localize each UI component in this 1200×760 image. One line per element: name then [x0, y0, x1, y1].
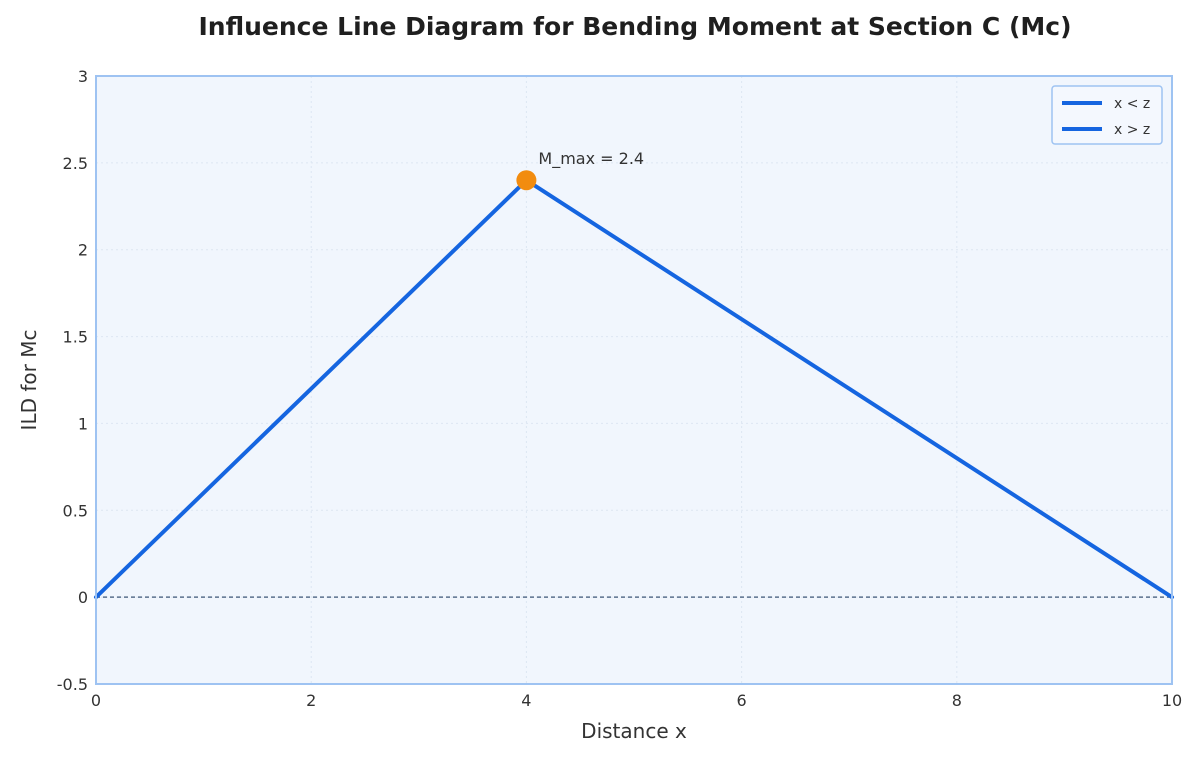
x-axis-label: Distance x — [581, 719, 687, 743]
x-tick-label: 8 — [952, 691, 962, 710]
legend-label: x > z — [1114, 122, 1150, 138]
series-group — [94, 170, 1174, 600]
series-line-1 — [94, 178, 529, 600]
y-tick-label: 0 — [78, 588, 88, 607]
y-tick-label: 1.5 — [63, 328, 88, 347]
x-tick-label: 4 — [521, 691, 531, 710]
y-tick-label: 1 — [78, 414, 88, 433]
x-tick-label: 6 — [737, 691, 747, 710]
plot-frame — [95, 75, 1173, 685]
series-line-2 — [524, 178, 1174, 600]
y-axis-label: ILD for Mc — [17, 330, 41, 431]
plot-area — [96, 76, 1172, 684]
chart-title: Influence Line Diagram for Bending Momen… — [198, 12, 1072, 41]
y-tick-label: 3 — [78, 67, 88, 86]
legend: x < z x > z — [1051, 85, 1163, 145]
max-annotation: M_max = 2.4 — [538, 149, 644, 169]
axis-ticks: 0 2 4 6 8 10-0.500.511.522.53 — [57, 67, 1182, 710]
y-tick-label: 0.5 — [63, 501, 88, 520]
y-tick-label: -0.5 — [57, 675, 88, 694]
x-tick-label: 10 — [1162, 691, 1182, 710]
legend-label: x < z — [1114, 96, 1150, 112]
x-tick-label: 2 — [306, 691, 316, 710]
y-tick-label: 2.5 — [63, 154, 88, 173]
annotations: M_max = 2.4 — [538, 149, 644, 169]
y-tick-label: 2 — [78, 241, 88, 260]
max-point-marker — [516, 170, 537, 191]
x-tick-label: 0 — [91, 691, 101, 710]
